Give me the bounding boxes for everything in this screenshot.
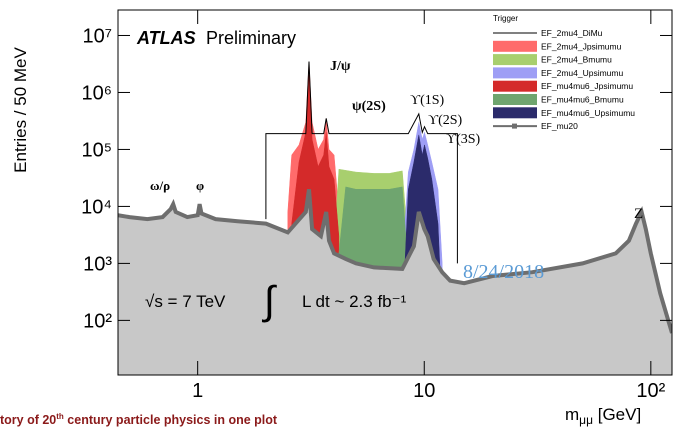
legend-swatch <box>493 40 537 52</box>
x-tick-label: 10² <box>636 380 665 402</box>
legend-label: EF_mu4mu6_Jpsimumu <box>541 81 633 91</box>
legend-label: EF_2mu4_Upsimumu <box>541 68 623 78</box>
footer-part: century particle physics in one plot <box>64 413 278 427</box>
legend-swatch <box>493 67 537 79</box>
annotation: Z <box>634 206 643 222</box>
x-axis-label-part: [GeV] <box>593 405 641 424</box>
x-tick-label: 1 <box>192 380 203 402</box>
y-axis-label: Entries / 50 MeV <box>11 47 30 173</box>
annotation: J/ψ <box>330 59 351 74</box>
y-tick-label: 10⁷ <box>83 25 112 47</box>
footer-text: tory of 20th century particle physics in… <box>0 412 278 427</box>
legend-label: EF_mu4mu6_Upsimumu <box>541 108 635 118</box>
annotation: ATLAS <box>136 28 196 48</box>
legend-label: EF_2mu4_Jpsimumu <box>541 41 622 51</box>
annotation: L dt ~ 2.3 fb⁻¹ <box>302 292 407 311</box>
annotation: ∫ <box>262 279 278 323</box>
plot-frame <box>117 9 673 376</box>
legend-swatch <box>512 123 517 129</box>
x-axis-label-part: μμ <box>579 413 593 427</box>
annotation: ψ(2S) <box>352 99 386 114</box>
overlay: 10² 10³ 10⁴ 10⁵ 10⁶ 10⁷ 1 10 10² Entries / 50 MeV… <box>0 10 672 427</box>
annotation: 8/24/2018 <box>463 261 544 283</box>
line <box>265 61 458 264</box>
x-axis-label-part: m <box>565 405 579 424</box>
annotation: ω/ρ <box>150 178 170 193</box>
plot-area <box>118 61 672 375</box>
x-axis-label: mμμ [GeV] <box>565 405 641 427</box>
area <box>118 189 672 375</box>
annotation: ϒ(3S) <box>446 132 481 147</box>
legend-swatch <box>493 54 537 66</box>
annotation: Preliminary <box>206 28 296 48</box>
x-tick-label: 10 <box>413 380 435 402</box>
annotation: √s = 7 TeV <box>145 292 226 311</box>
y-tick-label: 10⁶ <box>82 82 112 104</box>
y-tick-label: 10³ <box>83 253 112 275</box>
legend-label: EF_2mu4_DiMu <box>541 28 603 38</box>
annotation: φ <box>196 178 204 193</box>
legend-title: Trigger <box>493 14 518 23</box>
legend-label: EF_mu20 <box>541 121 578 131</box>
legend-swatch <box>493 80 537 92</box>
footer-part: th <box>56 412 64 421</box>
area-edge <box>118 189 672 334</box>
legend-swatch <box>493 107 537 119</box>
y-tick-label: 10² <box>83 310 112 332</box>
annotation: ϒ(2S) <box>428 113 463 128</box>
y-tick-label: 10⁵ <box>81 139 112 161</box>
legend-label: EF_mu4mu6_Bmumu <box>541 95 624 105</box>
legend-label: EF_2mu4_Bmumu <box>541 55 612 65</box>
footer-part: tory of 20 <box>0 413 56 427</box>
y-tick-label: 10⁴ <box>81 196 112 218</box>
annotation: ϒ(1S) <box>410 93 445 108</box>
legend-swatch <box>493 94 537 105</box>
